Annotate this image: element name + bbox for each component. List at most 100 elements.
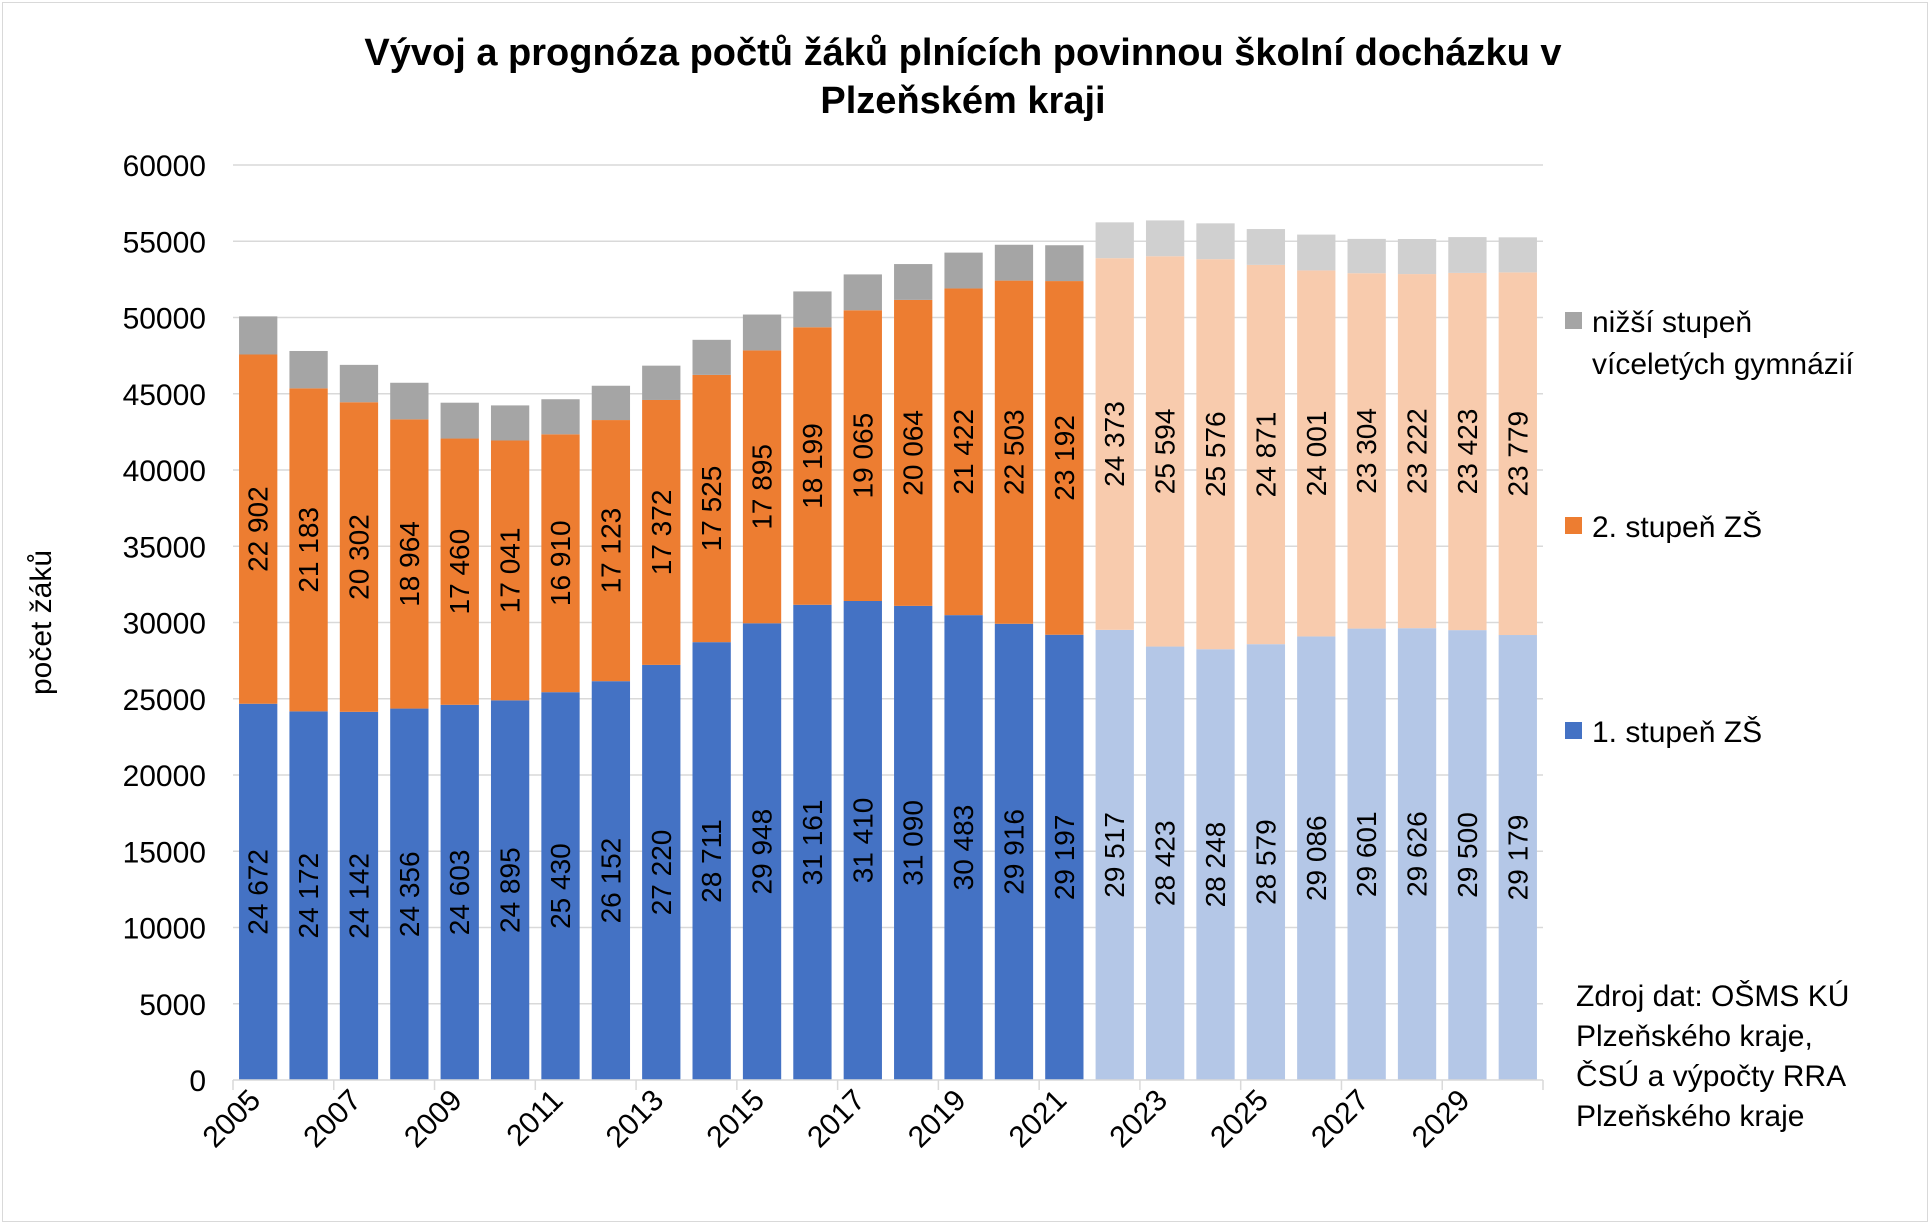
y-tick-label: 30000: [123, 608, 206, 641]
y-tick-label: 20000: [123, 760, 206, 793]
bar-segment: [944, 615, 983, 1080]
legend-label: víceletých gymnázií: [1592, 348, 1854, 381]
bar-segment: [239, 316, 278, 355]
bar-segment: [289, 388, 328, 712]
data-label: 29 500: [1452, 812, 1483, 898]
bar-segment: [1498, 272, 1537, 636]
bar-segment: [692, 339, 731, 375]
bar-segment: [390, 419, 429, 709]
data-label: 31 090: [898, 800, 929, 886]
y-tick-label: 60000: [123, 150, 206, 183]
x-tick-label: 2023: [1104, 1084, 1175, 1155]
data-label: 18 964: [394, 521, 425, 607]
data-label: 22 902: [243, 486, 274, 572]
bar-segment: [1297, 270, 1336, 637]
data-label: 28 423: [1150, 820, 1181, 906]
bar-segment: [692, 374, 731, 643]
bar-segment: [642, 664, 681, 1080]
bar-segment: [490, 405, 530, 441]
data-label: 29 517: [1099, 812, 1130, 898]
chart-svg: Vývoj a prognóza počtů žáků plnících pov…: [25, 32, 1854, 1155]
y-tick-label: 55000: [123, 226, 206, 259]
data-label: 17 041: [495, 528, 526, 614]
bar-segment: [1397, 238, 1437, 275]
bar-segment: [440, 402, 479, 439]
data-label: 20 064: [898, 410, 929, 496]
data-label: 24 603: [444, 850, 475, 936]
data-label: 23 304: [1351, 408, 1382, 494]
data-label: 17 525: [696, 466, 727, 552]
bar-segment: [1145, 256, 1185, 647]
bar-segment: [541, 434, 580, 693]
bar-segment: [390, 382, 429, 420]
y-tick-label: 5000: [139, 989, 206, 1022]
bar-segment: [843, 310, 882, 601]
bar-segment: [1095, 222, 1134, 259]
legend-swatch: [1565, 517, 1582, 534]
data-label: 25 594: [1150, 409, 1181, 495]
bar-segment: [1196, 259, 1235, 650]
data-labels: 24 672 22 902 24 172 21 183 24 142 20 302 24 3…: [243, 401, 1534, 939]
source-note: Zdroj dat: OŠMS KÚ Plzeňského kraje, ČSÚ a…: [1576, 979, 1849, 1133]
y-tick-label: 50000: [123, 303, 206, 336]
bar-segment: [894, 299, 933, 606]
bar-segment: [1448, 237, 1487, 273]
bar-segment: [1297, 636, 1336, 1080]
bar-segment: [843, 274, 882, 311]
bar-segment: [994, 280, 1034, 624]
bar-segment: [1448, 272, 1487, 631]
data-label: 24 672: [243, 849, 274, 935]
data-label: 24 871: [1250, 412, 1281, 498]
data-label: 31 161: [797, 800, 828, 886]
data-label: 24 356: [394, 851, 425, 937]
bar-segment: [1498, 237, 1537, 273]
y-tick-label: 15000: [123, 836, 206, 869]
gridlines: [233, 164, 1543, 1005]
bar-segment: [1045, 245, 1084, 282]
y-tick-label: 25000: [123, 684, 206, 717]
bar-segment: [944, 288, 983, 616]
bar-segment: [1397, 274, 1437, 629]
bar-segment: [1145, 220, 1185, 257]
x-tick-label: 2021: [1003, 1084, 1074, 1155]
legend: nižší stupeň víceletých gymnázií 2. stupeň…: [1565, 306, 1854, 749]
data-label: 19 065: [847, 413, 878, 499]
data-label: 24 373: [1099, 401, 1130, 487]
data-label: 29 601: [1351, 811, 1382, 897]
x-tick-label: 2019: [902, 1084, 973, 1155]
bar-segment: [591, 681, 631, 1080]
data-label: 23 423: [1452, 409, 1483, 495]
data-label: 17 372: [646, 490, 677, 576]
bar-segment: [541, 692, 580, 1080]
bar-segment: [339, 711, 379, 1080]
bar-segment: [1246, 644, 1286, 1080]
data-label: 28 579: [1250, 819, 1281, 905]
bar-segment: [692, 642, 731, 1080]
bar-segment: [1145, 646, 1185, 1080]
bar-segment: [440, 704, 479, 1080]
bar-segment: [742, 314, 782, 351]
data-label: 21 422: [948, 409, 979, 495]
bar-segment: [289, 711, 328, 1080]
legend-label: 2. stupeň ZŠ: [1592, 510, 1762, 544]
data-label: 17 460: [444, 529, 475, 615]
x-tick-label: 2017: [801, 1084, 872, 1155]
bar-segment: [591, 420, 631, 682]
y-tick-label: 35000: [123, 531, 206, 564]
bar-segment: [894, 605, 933, 1080]
bar-segment: [1297, 234, 1336, 271]
x-tick-label: 2011: [500, 1084, 569, 1153]
y-tick-label: 40000: [123, 455, 206, 488]
x-tick-label: 2029: [1406, 1084, 1477, 1155]
bar-segment: [239, 703, 278, 1080]
bar-segment: [1347, 238, 1386, 274]
data-label: 20 302: [343, 514, 374, 600]
x-tick-label: 2009: [398, 1084, 469, 1155]
data-label: 16 910: [545, 520, 576, 606]
x-tick-label: 2005: [197, 1084, 268, 1155]
data-label: 30 483: [948, 805, 979, 891]
bar-segment: [1196, 223, 1235, 260]
data-label: 23 192: [1049, 415, 1080, 501]
bar-segment: [1045, 281, 1084, 635]
data-label: 31 410: [847, 798, 878, 884]
